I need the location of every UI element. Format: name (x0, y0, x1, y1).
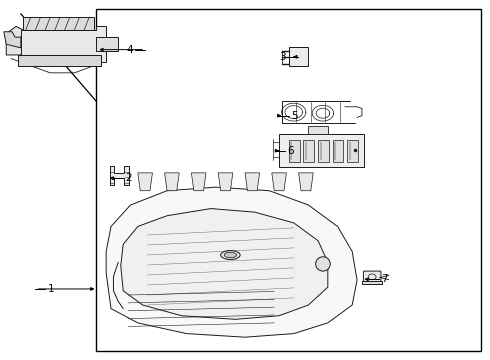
Polygon shape (363, 281, 382, 284)
Polygon shape (4, 32, 21, 48)
FancyBboxPatch shape (318, 140, 329, 162)
Polygon shape (138, 173, 152, 191)
Ellipse shape (224, 252, 237, 258)
Text: 1: 1 (48, 284, 54, 294)
FancyBboxPatch shape (289, 140, 299, 162)
FancyBboxPatch shape (303, 140, 314, 162)
FancyBboxPatch shape (364, 271, 381, 283)
Polygon shape (21, 26, 106, 62)
FancyBboxPatch shape (347, 140, 358, 162)
Polygon shape (289, 47, 308, 66)
Polygon shape (218, 173, 233, 191)
Polygon shape (110, 166, 129, 185)
Text: 2: 2 (126, 173, 132, 183)
Text: 7: 7 (382, 274, 388, 284)
Text: 6: 6 (288, 146, 294, 156)
Polygon shape (165, 173, 179, 191)
Polygon shape (6, 26, 26, 55)
FancyBboxPatch shape (279, 134, 365, 167)
Polygon shape (106, 187, 357, 337)
Bar (97, 9, 481, 351)
Polygon shape (19, 55, 101, 66)
Text: 5: 5 (292, 111, 298, 121)
Polygon shape (24, 18, 94, 30)
Text: 4: 4 (126, 45, 133, 55)
Polygon shape (245, 173, 260, 191)
Ellipse shape (316, 257, 330, 271)
Polygon shape (298, 173, 313, 191)
Text: 3: 3 (279, 52, 285, 62)
FancyBboxPatch shape (308, 126, 328, 134)
Ellipse shape (220, 251, 240, 260)
Polygon shape (192, 173, 206, 191)
Polygon shape (121, 208, 328, 319)
Polygon shape (272, 173, 287, 191)
Polygon shape (97, 37, 118, 51)
FancyBboxPatch shape (333, 140, 343, 162)
